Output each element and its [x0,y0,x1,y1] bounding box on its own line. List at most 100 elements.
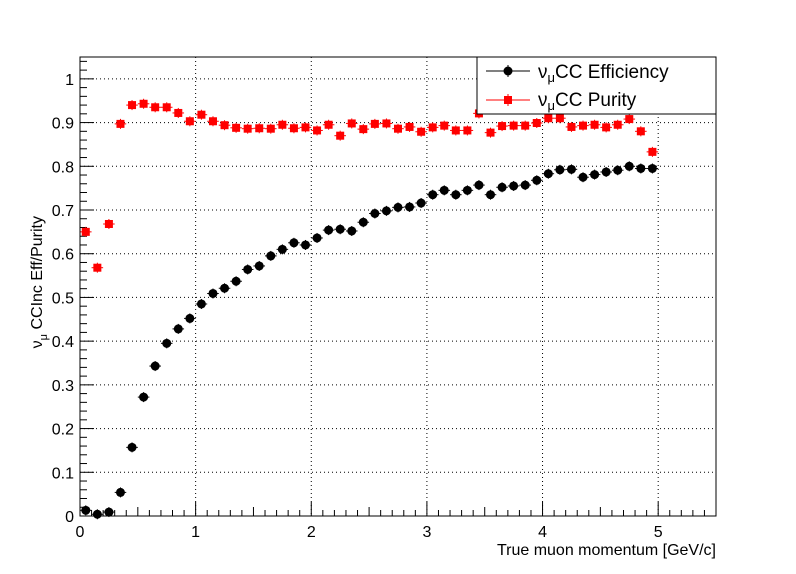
data-point [438,120,451,131]
data-point [403,121,416,132]
point-marker [324,225,334,235]
point-marker [462,185,472,195]
point-marker [543,169,553,179]
point-marker [220,121,229,130]
data-point [530,175,543,186]
data-point [507,180,520,191]
y-tick-label: 0.9 [52,116,74,133]
point-marker [636,127,645,136]
y-tick-label: 1 [65,72,74,89]
point-marker [394,124,402,133]
data-point [369,118,381,129]
data-point [241,264,254,275]
data-point [276,244,289,255]
data-point [519,120,531,131]
point-marker [405,202,415,212]
data-point [473,180,485,191]
point-marker [185,313,195,323]
point-marker [116,119,125,128]
data-point [380,118,393,129]
point-marker [289,124,298,133]
data-point [450,189,462,200]
point-marker [509,121,518,130]
data-points [80,98,659,520]
data-point [392,123,404,134]
data-point [160,102,173,113]
data-point [334,224,346,235]
point-marker [151,103,160,112]
data-point [241,123,254,134]
legend-entry-purity: νμCC Purity [486,90,637,113]
point-marker [266,124,275,133]
x-tick-label: 1 [191,524,200,541]
data-point [438,185,451,196]
point-marker [451,126,460,135]
data-point [565,164,578,175]
point-marker [185,117,194,126]
y-tick-label: 0.4 [52,334,74,351]
data-point [322,225,335,236]
point-marker [370,119,379,128]
data-point [103,218,115,229]
point-marker [521,121,530,130]
point-marker [220,283,230,293]
point-marker [104,219,113,228]
x-tick-label: 5 [654,524,663,541]
data-point [126,442,138,453]
point-marker [139,99,148,108]
data-point [415,198,427,209]
data-point [426,189,439,200]
point-marker [440,121,449,130]
data-point [184,313,196,324]
data-point [554,164,566,175]
point-marker [451,190,461,200]
point-marker [625,115,634,124]
point-marker [439,185,449,195]
data-point [230,276,242,287]
data-point [380,205,393,216]
point-marker [266,251,276,261]
point-marker [255,124,264,133]
legend-label-efficiency: νμCC Efficiency [538,62,669,85]
legend-marker-square [504,96,512,104]
data-point [149,361,161,372]
point-marker [81,227,90,236]
y-tick-label: 0.7 [52,203,74,220]
data-point [357,217,370,228]
point-marker [208,288,218,298]
point-marker [509,181,519,191]
data-point [507,120,520,131]
data-point [611,119,624,130]
point-marker [532,175,542,185]
point-marker [324,120,333,129]
point-marker [381,206,391,216]
data-point [484,189,497,200]
data-point [126,100,138,111]
point-marker [579,121,588,130]
data-point [207,116,219,127]
data-point [565,121,578,132]
point-marker [393,202,403,212]
y-tick-label: 0.6 [52,247,74,264]
data-point [253,123,266,134]
point-marker [497,182,507,192]
point-marker [602,123,611,132]
point-marker [347,119,356,128]
data-point [646,163,659,174]
point-marker [289,238,299,248]
point-marker [162,103,171,112]
point-marker [648,147,657,156]
plot-frame [79,56,717,517]
data-point [91,262,104,273]
data-point [334,130,346,141]
y-tick-label: 0.3 [52,378,74,395]
point-marker [613,120,622,129]
point-marker [162,338,172,348]
point-marker [243,264,253,274]
data-point [600,122,612,133]
data-point [426,122,439,133]
point-marker [567,122,576,131]
point-marker [92,509,102,519]
point-marker [347,226,357,236]
point-marker [127,442,137,452]
